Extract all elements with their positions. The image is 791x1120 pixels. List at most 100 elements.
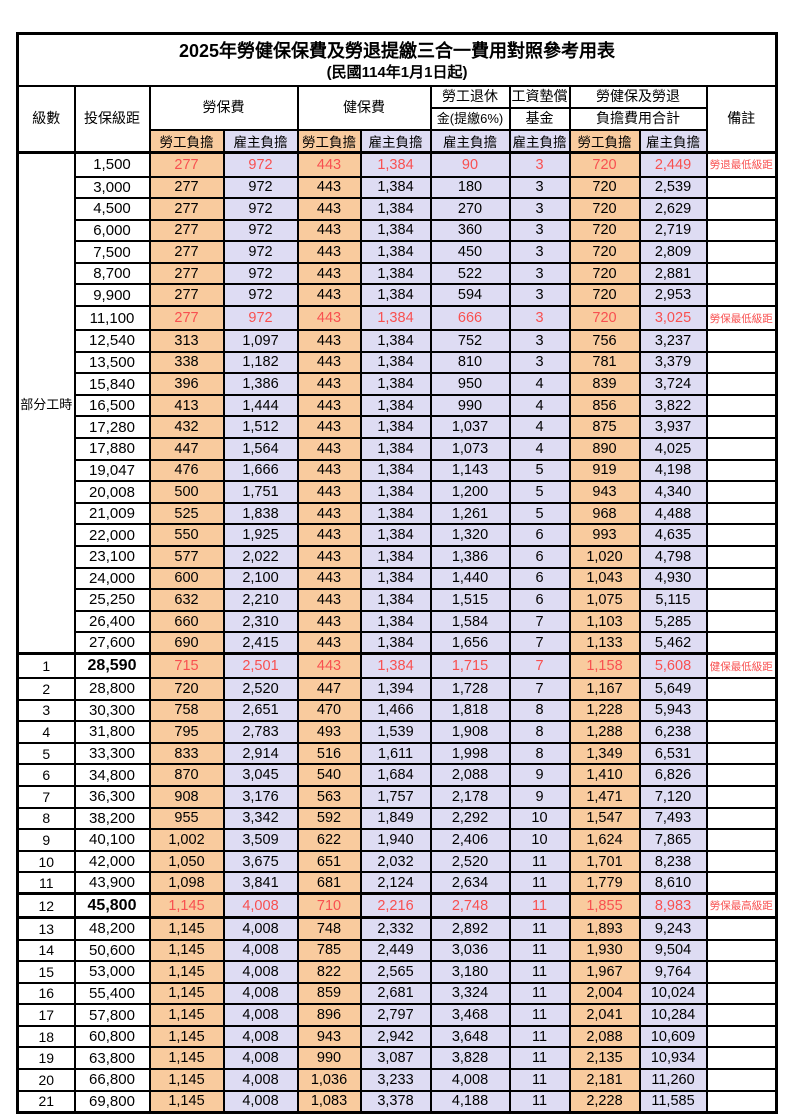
cell-value: 1,145 bbox=[148, 1068, 225, 1092]
cell-value: 11 bbox=[508, 916, 571, 941]
cell-value: 3 bbox=[508, 175, 571, 200]
cell-level: 18 bbox=[16, 1024, 76, 1049]
cell-value: 550 bbox=[148, 523, 225, 547]
cell-note bbox=[705, 631, 778, 655]
cell-value: 2,124 bbox=[359, 871, 432, 895]
cell-note: 健保最低級距 bbox=[705, 652, 778, 679]
cell-bracket: 19,047 bbox=[73, 458, 151, 483]
cell-value: 2,629 bbox=[638, 197, 708, 221]
cell-value: 11 bbox=[508, 871, 571, 895]
cell-value: 3,180 bbox=[429, 960, 511, 984]
cell-value: 720 bbox=[568, 218, 641, 243]
cell-value: 9,764 bbox=[638, 960, 708, 984]
cell-value: 1,967 bbox=[568, 960, 641, 984]
cell-value: 1,349 bbox=[568, 741, 641, 766]
header-labor-fee: 勞保費 bbox=[148, 85, 299, 131]
cell-value: 3 bbox=[508, 329, 571, 353]
cell-value: 1,143 bbox=[429, 458, 511, 483]
cell-value: 4 bbox=[508, 437, 571, 461]
cell-value: 1,384 bbox=[359, 523, 432, 547]
header-total-bottom: 負擔費用合計 bbox=[568, 107, 708, 131]
cell-value: 3,324 bbox=[429, 981, 511, 1006]
cell-note bbox=[705, 283, 778, 308]
cell-note bbox=[705, 545, 778, 569]
cell-value: 2,449 bbox=[359, 938, 432, 963]
cell-value: 2,088 bbox=[429, 763, 511, 787]
cell-value: 2,178 bbox=[429, 784, 511, 809]
cell-bracket: 28,590 bbox=[73, 652, 151, 679]
cell-value: 943 bbox=[568, 480, 641, 504]
cell-value: 1,757 bbox=[359, 784, 432, 809]
header-fund-employer: 雇主負擔 bbox=[508, 129, 571, 154]
cell-value: 447 bbox=[148, 437, 225, 461]
cell-value: 2,415 bbox=[222, 631, 299, 655]
cell-value: 2,942 bbox=[359, 1024, 432, 1049]
cell-value: 3 bbox=[508, 197, 571, 221]
cell-value: 1,384 bbox=[359, 609, 432, 634]
cell-value: 1,751 bbox=[222, 480, 299, 504]
cell-value: 758 bbox=[148, 698, 225, 723]
cell-value: 1,384 bbox=[359, 261, 432, 286]
cell-value: 10 bbox=[508, 806, 571, 831]
cell-note bbox=[705, 763, 778, 787]
cell-value: 1,384 bbox=[359, 175, 432, 200]
cell-value: 632 bbox=[148, 588, 225, 612]
cell-bracket: 6,000 bbox=[73, 218, 151, 243]
table-row: 1 28,590 715 2,501 443 1,384 1,715 7 1,158 5,608 健… bbox=[16, 652, 778, 679]
cell-bracket: 40,100 bbox=[73, 828, 151, 852]
cell-value: 1,715 bbox=[429, 652, 511, 679]
cell-value: 972 bbox=[222, 197, 299, 221]
cell-note bbox=[705, 329, 778, 353]
cell-value: 950 bbox=[429, 372, 511, 396]
cell-bracket: 60,800 bbox=[73, 1024, 151, 1049]
table-row: 15 53,000 1,145 4,008 822 2,565 3,180 11 1,967 9,… bbox=[16, 960, 778, 984]
cell-value: 1,908 bbox=[429, 720, 511, 744]
cell-bracket: 4,500 bbox=[73, 197, 151, 221]
cell-value: 313 bbox=[148, 329, 225, 353]
table-row: 26,400 660 2,310 443 1,384 1,584 7 1,103 5,285 bbox=[18, 609, 778, 634]
cell-value: 1,145 bbox=[148, 1089, 225, 1114]
cell-note bbox=[705, 676, 778, 701]
cell-value: 870 bbox=[148, 763, 225, 787]
cell-value: 1,145 bbox=[148, 981, 225, 1006]
cell-value: 338 bbox=[148, 350, 225, 375]
cell-bracket: 15,840 bbox=[73, 372, 151, 396]
cell-level: 9 bbox=[16, 828, 76, 852]
cell-value: 1,384 bbox=[359, 393, 432, 418]
table-row: 15,840 396 1,386 443 1,384 950 4 839 3,724 bbox=[18, 372, 778, 396]
header-row-3: 勞工負擔 雇主負擔 勞工負擔 雇主負擔 雇主負擔 雇主負擔 勞工負擔 雇主負擔 bbox=[18, 129, 777, 154]
table-row: 5 33,300 833 2,914 516 1,611 1,998 8 1,349 6,531 bbox=[16, 741, 778, 766]
cell-value: 756 bbox=[568, 329, 641, 353]
cell-value: 11 bbox=[508, 960, 571, 984]
cell-level: 3 bbox=[16, 698, 76, 723]
cell-value: 4,008 bbox=[222, 1089, 299, 1114]
header-pension-top: 勞工退休 bbox=[429, 85, 511, 109]
cell-bracket: 17,880 bbox=[73, 437, 151, 461]
cell-value: 11 bbox=[508, 849, 571, 874]
cell-note bbox=[705, 981, 778, 1006]
table-row: 部分工時 1,500 277 972 443 1,384 90 3 720 2,449 勞退最低級距 bbox=[16, 151, 778, 655]
table-row: 6,000 277 972 443 1,384 360 3 720 2,719 bbox=[18, 218, 778, 243]
table-row: 13 48,200 1,145 4,008 748 2,332 2,892 11 1,893 9,… bbox=[16, 916, 778, 941]
cell-level: 1 bbox=[16, 652, 76, 679]
cell-value: 5,943 bbox=[638, 698, 708, 723]
cell-value: 7,493 bbox=[638, 806, 708, 831]
cell-value: 540 bbox=[296, 763, 362, 787]
cell-bracket: 13,500 bbox=[73, 350, 151, 375]
header-fund-top: 工資墊償 bbox=[508, 85, 571, 109]
cell-value: 5 bbox=[508, 501, 571, 526]
cell-value: 1,386 bbox=[222, 372, 299, 396]
header-labor-employer: 雇主負擔 bbox=[222, 129, 299, 154]
cell-level: 19 bbox=[16, 1046, 76, 1071]
cell-note bbox=[705, 849, 778, 874]
cell-value: 1,145 bbox=[148, 1046, 225, 1071]
table-row: 20,008 500 1,751 443 1,384 1,200 5 943 4,340 bbox=[18, 480, 778, 504]
cell-value: 8,238 bbox=[638, 849, 708, 874]
cell-value: 1,384 bbox=[359, 151, 432, 178]
header-total-top: 勞健保及勞退 bbox=[568, 85, 708, 109]
cell-value: 1,145 bbox=[148, 938, 225, 963]
cell-bracket: 45,800 bbox=[73, 892, 151, 919]
cell-value: 7,120 bbox=[638, 784, 708, 809]
cell-value: 277 bbox=[148, 218, 225, 243]
cell-bracket: 22,000 bbox=[73, 523, 151, 547]
